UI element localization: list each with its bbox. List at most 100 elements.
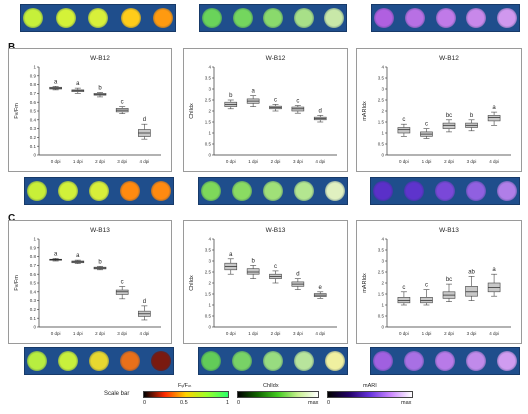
leaf-disc-1: [404, 8, 425, 28]
box-1: [71, 87, 85, 94]
y-tick-label: 0.8: [30, 254, 37, 259]
x-tick-label: 2 dpi: [271, 159, 281, 164]
box-0: [224, 258, 238, 275]
significance-letter: e: [319, 285, 323, 291]
significance-letter: a: [76, 81, 80, 87]
y-tick-label: 3.5: [378, 248, 385, 253]
leaf-disc-3: [294, 351, 314, 371]
x-tick-label: 1 dpi: [248, 331, 258, 336]
y-tick-label: 0.5: [378, 314, 385, 319]
leaf-disc-2: [88, 8, 108, 28]
x-tick-label: 4 dpi: [315, 331, 325, 336]
leaf-disc-1: [232, 181, 252, 201]
y-tick-label: 0.5: [378, 142, 385, 147]
box-body: [397, 127, 411, 134]
y-tick-label: 2: [381, 109, 384, 114]
y-tick-label: 1: [33, 65, 36, 70]
chl-image-strip-b12: [198, 177, 348, 205]
x-tick-label: 0 dpi: [399, 159, 409, 164]
leaf-disc-3: [466, 351, 486, 371]
leaf-disc-1: [58, 181, 78, 201]
leaf-disc-2: [263, 351, 283, 371]
x-tick-label: 0 dpi: [399, 331, 409, 336]
mari-image-strip-b12: [370, 177, 520, 205]
scale-fvfm-gradient: [143, 391, 229, 398]
chart-0: W-B12 Fv/Fm 0 0.1 0.2 0.3 0.4 0.5 0.6 0.7 0.8 0.9 1 a…: [14, 55, 161, 164]
y-tick-label: 4: [208, 65, 211, 70]
box-3: [465, 119, 478, 132]
y-tick-label: 1.5: [378, 120, 385, 125]
y-tick-label: 2.5: [205, 98, 212, 103]
scale-mari-gradient: [327, 391, 413, 398]
significance-letter: a: [492, 105, 496, 111]
significance-letter: a: [251, 89, 255, 95]
scale-mari-tick-1: max: [401, 400, 412, 406]
y-tick-label: 0.1: [30, 144, 37, 149]
y-tick-label: 1.5: [205, 292, 212, 297]
plot-b13-fvfm: W-B13 Fv/Fm 0 0.1 0.2 0.3 0.4 0.5 0.6 0.7 0.8 0.9 1 a…: [8, 220, 172, 344]
x-tick-label: 2 dpi: [95, 331, 105, 336]
leaf-disc-3: [120, 351, 140, 371]
y-axis-label: Fv/Fm: [14, 103, 20, 119]
scale-chlidx-tick-0: 0: [237, 400, 241, 406]
significance-letter: c: [425, 283, 428, 289]
y-tick-label: 0.3: [30, 126, 37, 131]
leaf-disc-4: [324, 8, 344, 28]
significance-letter: bc: [446, 277, 452, 283]
significance-letter: c: [274, 97, 277, 103]
y-tick-label: 4: [381, 65, 384, 70]
plot-b13-mari: W-B13 mARIdx 0 0.5 1 1.5 2 2.5 3 3.5 4 c 0 dpi c 1 dpi…: [356, 220, 522, 344]
scale-chlidx-gradient: [237, 391, 319, 398]
chl-image-strip-b13: [198, 347, 348, 375]
leaf-disc-2: [263, 8, 283, 28]
y-tick-label: 0: [381, 153, 384, 158]
significance-letter: a: [76, 253, 80, 259]
chart-4: W-B13 ChlIdx 0 0.5 1 1.5 2 2.5 3 3.5 4 a 0 dpi b 1 dpi…: [189, 227, 337, 336]
significance-letter: ab: [468, 269, 475, 275]
box-body: [465, 286, 478, 297]
leaf-disc-2: [263, 181, 283, 201]
box-4: [138, 305, 151, 321]
box-0: [49, 258, 62, 262]
x-tick-label: 2 dpi: [95, 159, 105, 164]
box-1: [246, 265, 260, 279]
box-body: [487, 115, 501, 122]
x-tick-label: 1 dpi: [422, 331, 432, 336]
box-2: [93, 265, 107, 271]
y-tick-label: 1: [33, 237, 36, 242]
box-0: [397, 291, 411, 306]
leaf-disc-4: [325, 351, 345, 371]
scale-fvfm-tick-2: 1: [226, 400, 230, 406]
leaf-disc-0: [23, 8, 43, 28]
panel-label-b: B: [8, 42, 15, 53]
y-tick-label: 3: [381, 259, 384, 264]
box-4: [313, 115, 327, 123]
chart-title: W-B12: [439, 55, 459, 62]
x-tick-label: 4 dpi: [315, 159, 325, 164]
y-tick-label: 2.5: [205, 270, 212, 275]
y-tick-label: 2: [208, 109, 211, 114]
box-2: [269, 104, 282, 112]
y-tick-label: 1: [381, 303, 384, 308]
x-tick-label: 4 dpi: [139, 331, 149, 336]
box-4: [487, 111, 501, 126]
y-tick-label: 0.4: [30, 117, 37, 122]
box-3: [465, 276, 478, 301]
leaf-disc-2: [435, 181, 455, 201]
significance-letter: b: [251, 258, 255, 264]
y-tick-label: 0.4: [30, 289, 37, 294]
significance-letter: a: [229, 252, 233, 258]
y-tick-label: 0.9: [30, 73, 37, 78]
y-tick-label: 1.5: [205, 120, 212, 125]
leaf-disc-0: [373, 351, 393, 371]
significance-letter: bc: [446, 113, 452, 119]
significance-letter: c: [274, 264, 277, 270]
box-1: [420, 128, 433, 139]
leaf-disc-4: [151, 181, 171, 201]
x-tick-label: 1 dpi: [73, 159, 83, 164]
box-body: [115, 289, 129, 295]
scale-mari-title: mARI: [363, 383, 377, 389]
y-tick-label: 3: [381, 87, 384, 92]
leaf-disc-2: [89, 181, 109, 201]
x-tick-label: 4 dpi: [489, 159, 499, 164]
